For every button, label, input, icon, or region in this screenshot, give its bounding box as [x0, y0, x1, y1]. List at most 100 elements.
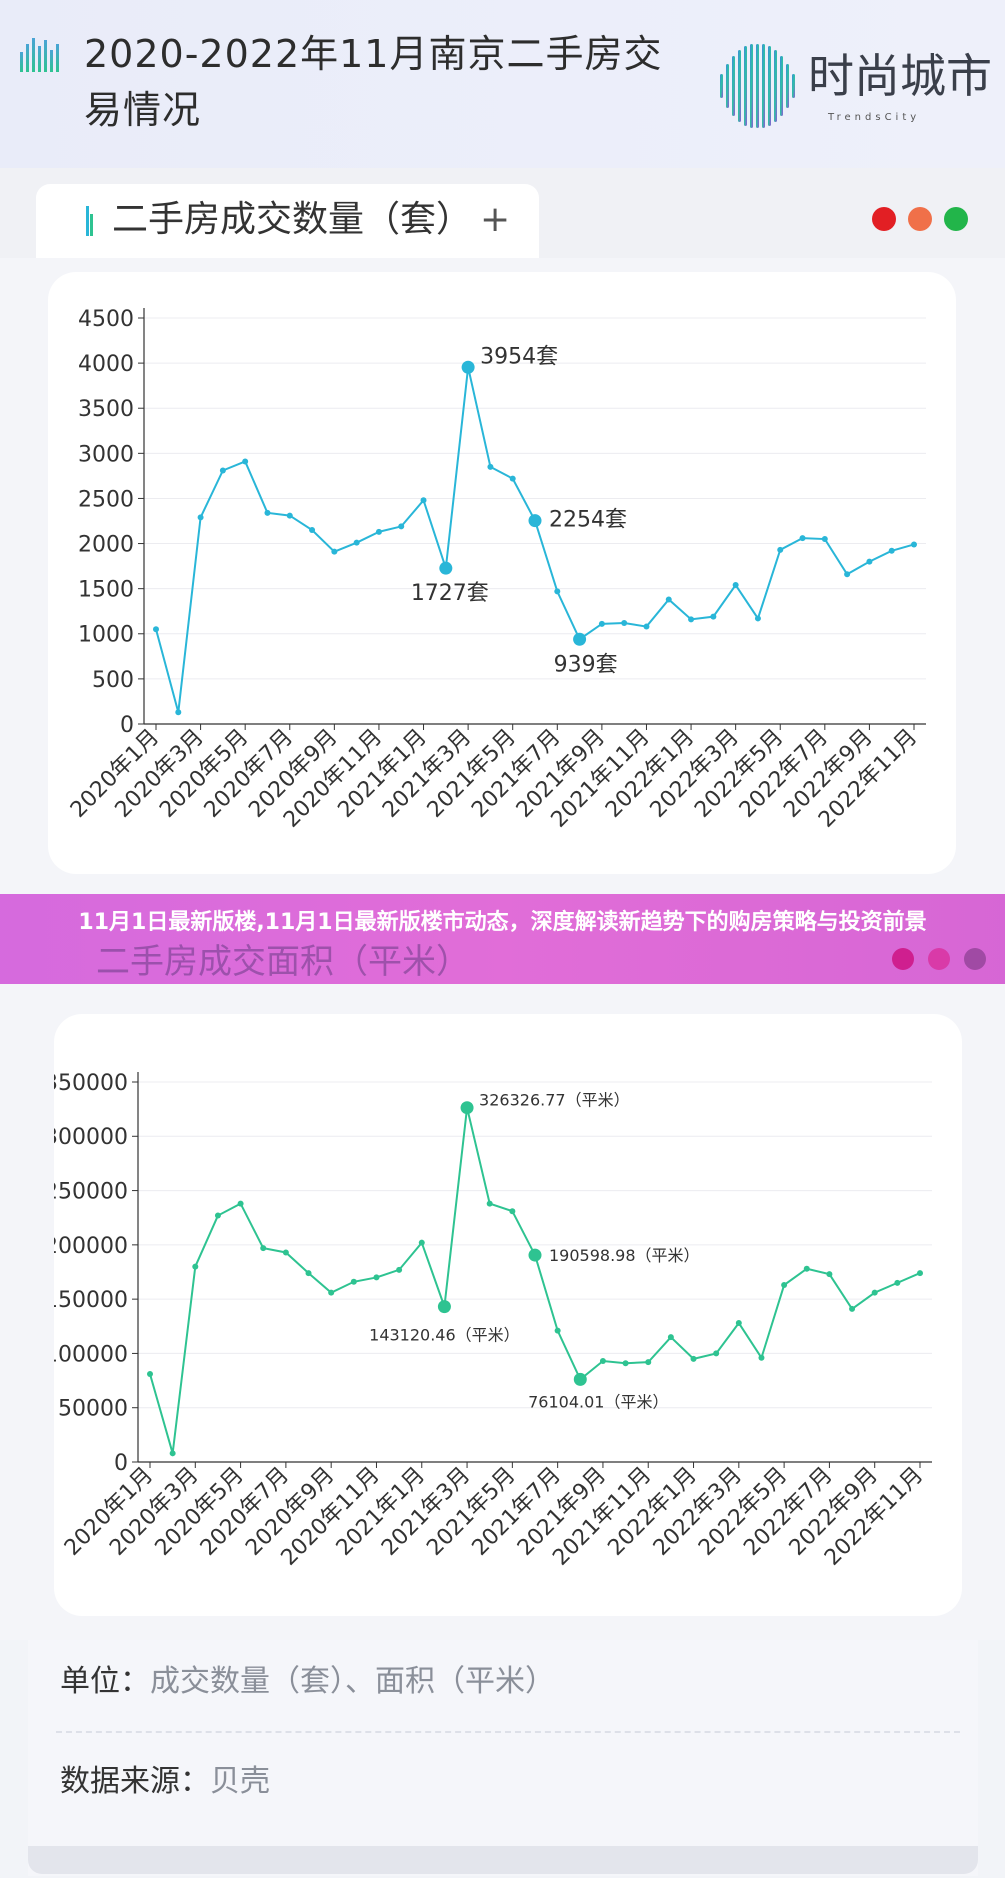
data-point [911, 541, 917, 548]
data-point [219, 467, 226, 474]
data-point [375, 528, 382, 535]
data-point [175, 709, 182, 716]
data-point [192, 1263, 199, 1270]
data-point [799, 535, 806, 542]
data-point [665, 596, 672, 603]
data-point [328, 1289, 335, 1296]
data-point [460, 1101, 474, 1115]
data-point [260, 1245, 267, 1252]
headline-banner [0, 894, 1005, 984]
data-point [282, 1249, 289, 1256]
data-point [353, 539, 360, 546]
y-tick-label: 100000 [54, 1342, 128, 1367]
y-tick-label: 1000 [78, 623, 134, 648]
data-point [598, 620, 605, 627]
y-tick-label: 300000 [54, 1125, 128, 1150]
data-label: 76104.01（平米） [528, 1392, 668, 1411]
data-point [826, 1271, 833, 1278]
data-point [888, 547, 895, 554]
data-point [866, 558, 873, 565]
data-point [599, 1358, 606, 1365]
data-point [894, 1279, 901, 1286]
y-tick-label: 3500 [78, 397, 134, 422]
data-point [373, 1274, 380, 1281]
headline-text: 11月1日最新版楼,11月1日最新版楼市动态，深度解读新趋势下的购房策略与投资前… [78, 910, 927, 935]
minimize-dot-icon[interactable] [928, 948, 950, 970]
data-point [622, 1360, 629, 1367]
data-label: 190598.98（平米） [549, 1246, 700, 1265]
chart-card-count: 0 500 1000 1500 2000 2500 3000 3500 4000 4500 2020… [48, 272, 956, 874]
y-tick-label: 50000 [58, 1397, 128, 1422]
data-point [849, 1305, 856, 1312]
y-tick-label: 0 [120, 713, 134, 738]
data-point [237, 1200, 244, 1207]
count-line-chart: 0500100015002000250030003500400045002020… [66, 307, 926, 833]
data-point [418, 1239, 425, 1246]
minimize-dot-icon[interactable] [908, 207, 932, 231]
tab-count[interactable] [36, 184, 539, 260]
y-tick-label: 4500 [78, 307, 134, 332]
data-point [917, 1270, 923, 1277]
y-tick-label: 3000 [78, 442, 134, 467]
data-point [264, 509, 271, 516]
data-label: 143120.46（平米） [369, 1326, 520, 1345]
data-point [735, 1320, 742, 1327]
data-point [758, 1354, 765, 1361]
data-point [147, 1371, 153, 1378]
data-point [331, 548, 338, 555]
close-dot-icon[interactable] [892, 948, 914, 970]
footer [28, 1640, 978, 1876]
data-point [643, 623, 650, 630]
unit-row: 单位：成交数量（套）、面积（平米） [60, 1660, 555, 1704]
data-point [309, 527, 316, 534]
y-tick-label: 250000 [54, 1179, 128, 1204]
page-title: 2020-2022年11月南京二手房交易情况 [84, 32, 663, 132]
y-tick-label: 150000 [54, 1288, 128, 1313]
data-point [732, 582, 739, 589]
data-label: 2254套 [549, 508, 627, 533]
data-point [487, 463, 494, 470]
chart-card-area: 0 50000 100000 150000 200000 250000 300000 3500… [44, 1014, 962, 1616]
y-tick-label: 4000 [78, 352, 134, 377]
area-line-chart: 0 50000 100000 150000 200000 250000 300000 3500… [44, 1071, 932, 1571]
tab-title: 二手房成交数量（套） [112, 199, 473, 240]
logo-subtitle: TrendsCity [828, 112, 921, 123]
data-point [197, 514, 204, 521]
data-point [528, 1248, 542, 1262]
data-point [713, 1350, 720, 1357]
page-header: 2020-2022年11月南京二手房交易情况 时尚城市 TrendsCity [0, 0, 1005, 168]
data-point [554, 588, 561, 595]
y-tick-label: 2500 [78, 487, 134, 512]
y-tick-label: 2000 [78, 532, 134, 557]
data-point [554, 1327, 561, 1334]
data-point [528, 514, 542, 528]
data-point [777, 546, 784, 553]
close-dot-icon[interactable] [872, 207, 896, 231]
add-tab-button[interactable]: + [480, 199, 511, 240]
y-tick-label: 350000 [54, 1071, 128, 1096]
data-point [350, 1278, 357, 1285]
data-point [573, 1372, 587, 1386]
unit-value: 成交数量（套）、面积（平米） [150, 1664, 555, 1699]
data-point [688, 616, 695, 623]
covered-tab-title: 二手房成交面积（平米） [96, 942, 470, 982]
data-label: 1727套 [411, 581, 489, 606]
maximize-dot-icon[interactable] [944, 207, 968, 231]
data-point [621, 619, 628, 626]
unit-label: 单位： [60, 1664, 150, 1699]
data-point [821, 536, 828, 543]
data-point [754, 615, 761, 622]
data-point [153, 626, 159, 633]
data-point [305, 1270, 312, 1277]
maximize-dot-icon[interactable] [964, 948, 986, 970]
data-label: 326326.77（平米） [479, 1091, 630, 1110]
y-tick-label: 500 [92, 668, 134, 693]
data-point [573, 632, 587, 646]
y-tick-label: 200000 [54, 1234, 128, 1259]
data-point [803, 1265, 810, 1272]
logo-text: 时尚城市 [808, 49, 992, 103]
data-point [169, 1450, 176, 1457]
data-point [398, 523, 405, 530]
data-point [645, 1359, 652, 1366]
data-point [509, 1208, 516, 1215]
